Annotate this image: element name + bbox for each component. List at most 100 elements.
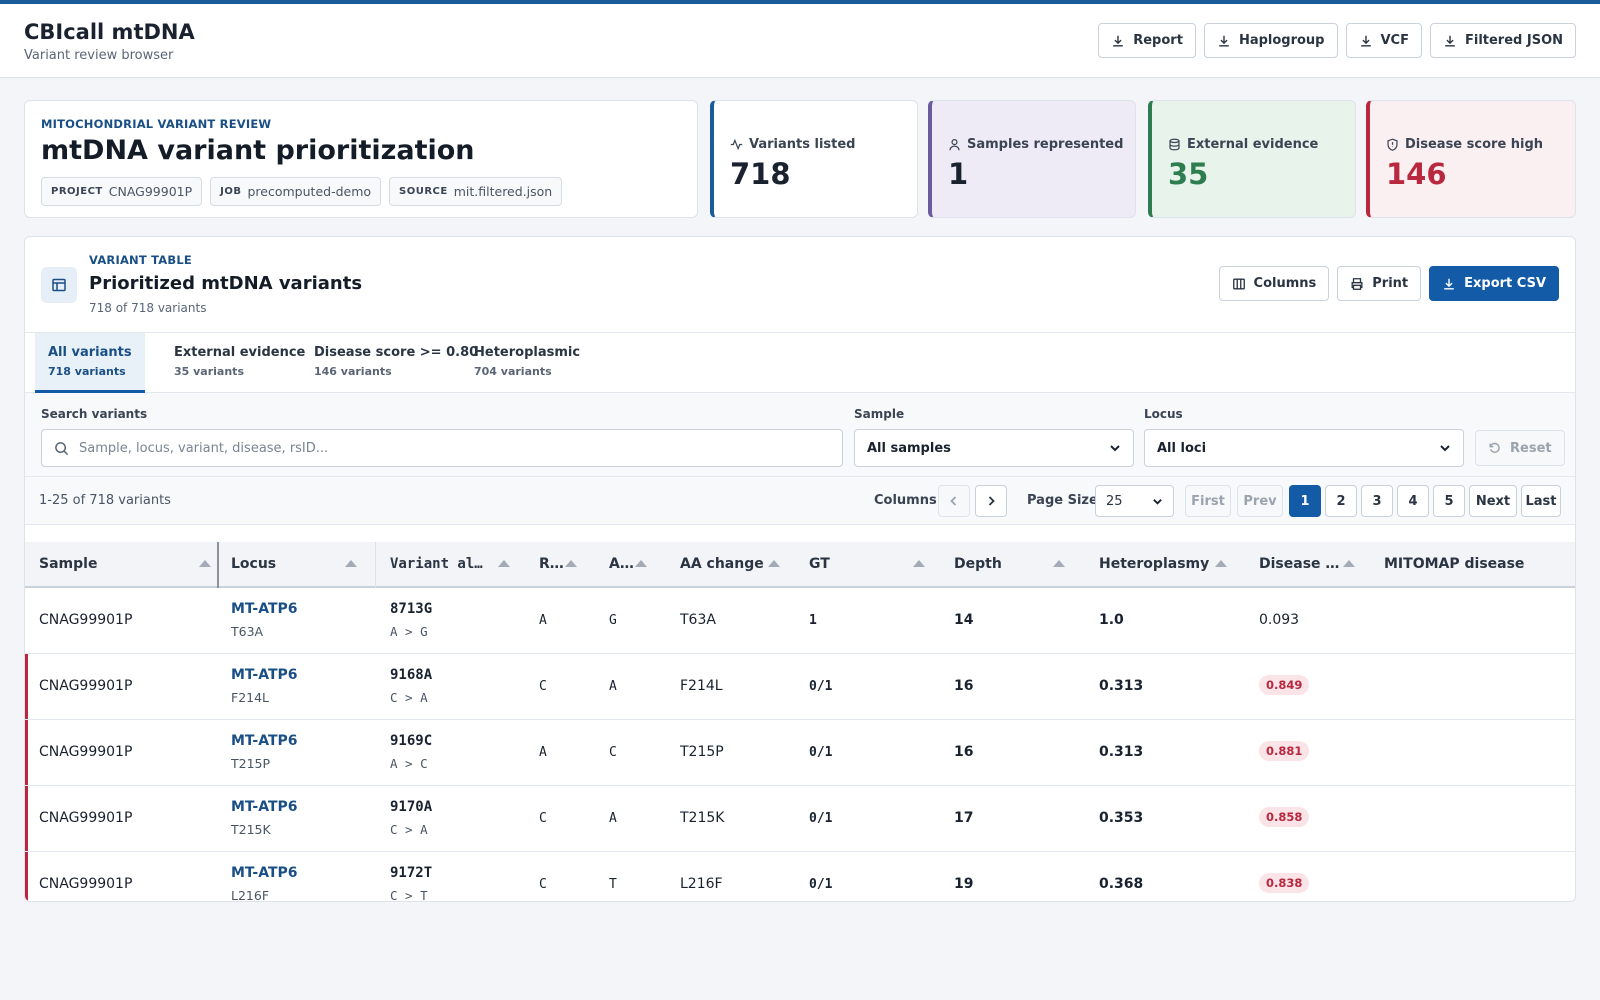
- columns-icon: [1232, 278, 1245, 289]
- gt-cell: 1: [809, 613, 817, 628]
- sort-arrow-icon: [1053, 560, 1065, 567]
- ref-cell: A: [539, 613, 547, 628]
- aa-change-cell: F214L: [680, 678, 723, 694]
- column-header-alt[interactable]: A…: [609, 542, 669, 586]
- table-row[interactable]: CNAG99901P MT-ATP6 F214L 9168A C > A C A F214L 0…: [25, 654, 1575, 720]
- sort-arrow-icon: [345, 560, 357, 567]
- page-3-button[interactable]: 3: [1361, 485, 1393, 517]
- download-haplogroup-button[interactable]: Haplogroup: [1203, 23, 1338, 58]
- disease-score-cell: 0.093: [1259, 612, 1300, 628]
- sort-arrow-icon: [199, 560, 211, 567]
- prev-page-button[interactable]: Prev: [1237, 485, 1283, 517]
- variant-cell: 9172T C > T: [390, 865, 433, 901]
- table-icon: [41, 267, 77, 303]
- table-row[interactable]: CNAG99901P MT-ATP6 L216F 9172T C > T C T L216F 0…: [25, 852, 1575, 901]
- sample-select[interactable]: All samples: [854, 429, 1134, 467]
- user-icon: [949, 139, 960, 151]
- page-4-button[interactable]: 4: [1397, 485, 1429, 517]
- aa-change-cell: L216F: [680, 876, 723, 892]
- column-header-disease-score[interactable]: Disease …: [1259, 542, 1369, 586]
- first-page-button[interactable]: First: [1185, 485, 1231, 517]
- column-header-depth[interactable]: Depth: [954, 542, 1084, 586]
- chevron-down-icon: [1440, 445, 1450, 452]
- chevron-down-icon: [1110, 445, 1120, 452]
- columns-next-button[interactable]: [975, 485, 1007, 517]
- stat-value: 35: [1168, 157, 1209, 191]
- disease-score-badge: 0.838: [1259, 873, 1310, 893]
- columns-button[interactable]: Columns: [1218, 266, 1330, 301]
- stat-samples-represented: Samples represented 1: [928, 100, 1136, 218]
- locus-cell: MT-ATP6 T63A: [231, 601, 298, 639]
- column-label: AA change: [680, 556, 764, 572]
- tab-disease-score[interactable]: Disease score >= 0.80 146 variants: [301, 333, 491, 393]
- page-size-select[interactable]: 25: [1095, 485, 1174, 517]
- search-input[interactable]: Sample, locus, variant, disease, rsID...: [41, 429, 843, 467]
- column-label: GT: [809, 556, 830, 572]
- table-eyebrow: VARIANT TABLE: [89, 253, 192, 267]
- next-page-button[interactable]: Next: [1469, 485, 1517, 517]
- variant-allele: 9172T: [390, 865, 433, 881]
- column-header-locus[interactable]: Locus: [231, 542, 371, 586]
- alt-cell: A: [609, 811, 617, 826]
- depth-cell: 19: [954, 876, 974, 892]
- column-header-gt[interactable]: GT: [809, 542, 939, 586]
- variant-allele: 8713G: [390, 601, 433, 617]
- stat-external-evidence: External evidence 35: [1148, 100, 1356, 218]
- table-title: Prioritized mtDNA variants: [89, 273, 363, 294]
- print-button[interactable]: Print: [1337, 266, 1422, 301]
- stat-label: Disease score high: [1405, 137, 1544, 152]
- table-row[interactable]: CNAG99901P MT-ATP6 T63A 8713G A > G A G T63A 1 14…: [25, 588, 1575, 654]
- page-5-button[interactable]: 5: [1433, 485, 1465, 517]
- variant-change: C > A: [390, 690, 428, 705]
- table-row[interactable]: CNAG99901P MT-ATP6 T215P 9169C A > C A C T215P 0…: [25, 720, 1575, 786]
- tab-count: 146 variants: [314, 365, 392, 378]
- stat-value: 1: [948, 157, 969, 191]
- sample-cell: CNAG99901P: [39, 810, 133, 826]
- print-label: Print: [1372, 276, 1409, 291]
- chip-key: JOB: [220, 186, 242, 197]
- locus-link[interactable]: MT-ATP6: [231, 865, 298, 881]
- locus-select[interactable]: All loci: [1144, 429, 1464, 467]
- disease-score-cell: 0.838: [1259, 873, 1310, 893]
- download-filtered-json-button[interactable]: Filtered JSON: [1429, 23, 1576, 58]
- column-header-ref[interactable]: R…: [539, 542, 599, 586]
- export-csv-button[interactable]: Export CSV: [1429, 266, 1559, 301]
- chip-key: PROJECT: [51, 186, 103, 197]
- locus-link[interactable]: MT-ATP6: [231, 601, 298, 617]
- variant-change: A > C: [390, 756, 428, 771]
- columns-prev-button[interactable]: [938, 485, 970, 517]
- tab-external-evidence[interactable]: External evidence 35 variants: [161, 333, 318, 393]
- reset-button[interactable]: Reset: [1475, 430, 1565, 466]
- table-row[interactable]: CNAG99901P MT-ATP6 T215K 9170A C > A C A T215K 0…: [25, 786, 1575, 852]
- column-header-variant[interactable]: Variant al…: [390, 542, 520, 586]
- page-1-button[interactable]: 1: [1289, 485, 1321, 517]
- stat-label: Samples represented: [967, 137, 1124, 152]
- filter-bar: Search variants Sample, locus, variant, …: [25, 393, 1575, 477]
- tab-count: 35 variants: [174, 365, 244, 378]
- locus-select-value: All loci: [1157, 440, 1207, 456]
- next-label: Next: [1475, 493, 1511, 509]
- column-header-heteroplasmy[interactable]: Heteroplasmy: [1099, 542, 1239, 586]
- column-label: Disease …: [1259, 556, 1340, 572]
- column-header-mitomap-disease[interactable]: MITOMAP disease: [1384, 542, 1564, 586]
- app-header: CBIcall mtDNA Variant review browser Rep…: [0, 4, 1600, 78]
- locus-link[interactable]: MT-ATP6: [231, 667, 298, 683]
- locus-link[interactable]: MT-ATP6: [231, 799, 298, 815]
- tab-heteroplasmic[interactable]: Heteroplasmic 704 variants: [461, 333, 593, 393]
- column-header-sample[interactable]: Sample: [39, 542, 219, 586]
- tab-all-variants[interactable]: All variants 718 variants: [35, 333, 145, 393]
- last-page-button[interactable]: Last: [1521, 485, 1561, 517]
- download-vcf-button[interactable]: VCF: [1345, 23, 1422, 58]
- prev-label: Prev: [1243, 493, 1277, 509]
- page-2-button[interactable]: 2: [1325, 485, 1357, 517]
- download-icon: [1445, 35, 1455, 47]
- locus-cell: MT-ATP6 L216F: [231, 865, 298, 901]
- aa-change-cell: T63A: [680, 612, 716, 628]
- page-size-label: Page Size: [1027, 493, 1098, 508]
- locus-link[interactable]: MT-ATP6: [231, 733, 298, 749]
- column-header-aa-change[interactable]: AA change: [680, 542, 800, 586]
- depth-cell: 17: [954, 810, 974, 826]
- locus-protein-change: T215P: [231, 756, 271, 771]
- sample-cell: CNAG99901P: [39, 678, 133, 694]
- download-report-button[interactable]: Report: [1098, 23, 1196, 58]
